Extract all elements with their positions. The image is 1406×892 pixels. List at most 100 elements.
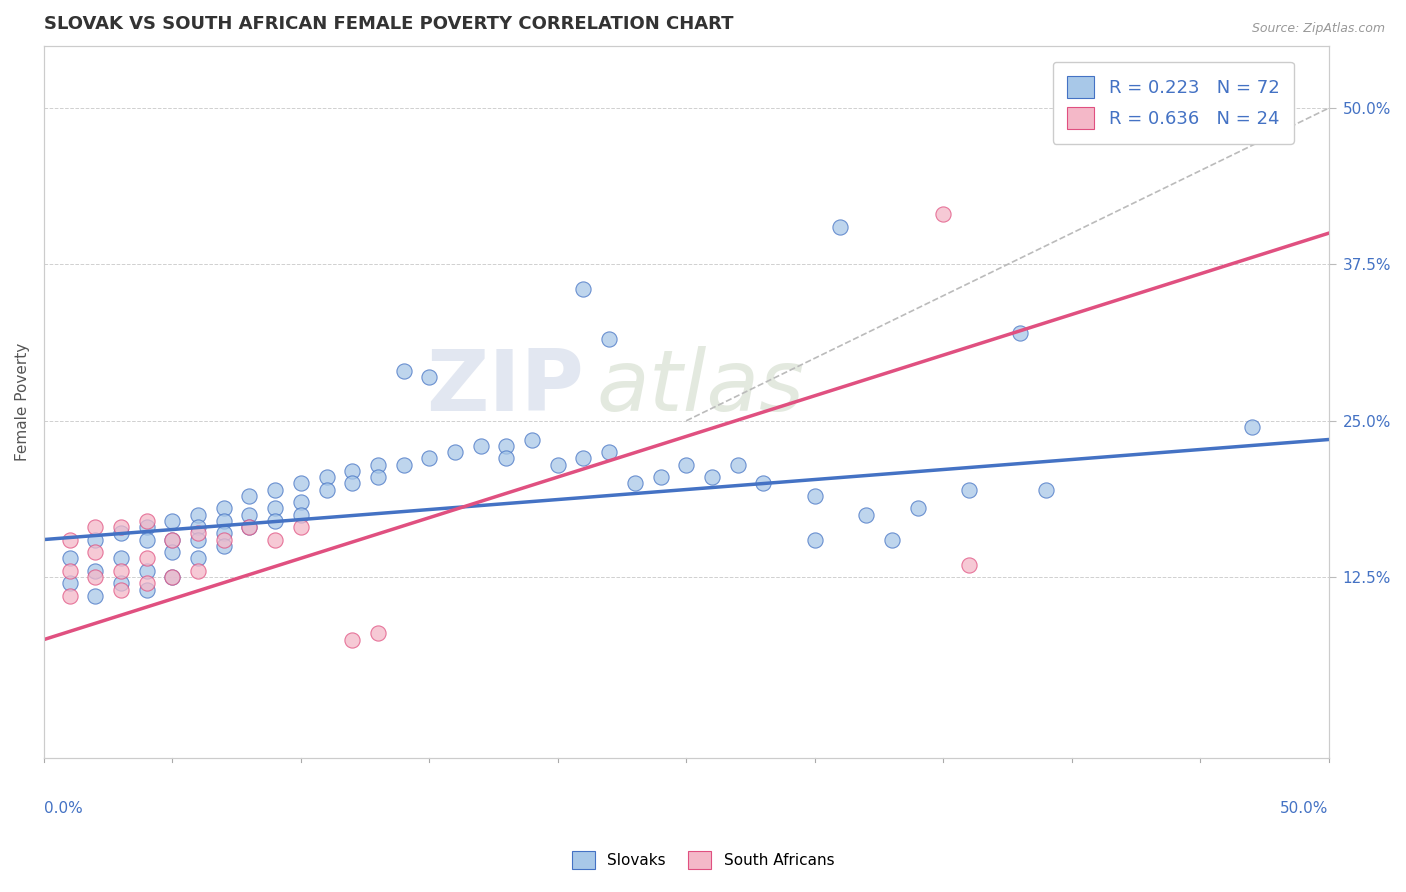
Point [58, 533, 80, 547]
Text: Source: ZipAtlas.com: Source: ZipAtlas.com [1251, 22, 1385, 36]
Point [315, 483, 337, 497]
Point [162, 545, 184, 559]
Point [880, 533, 903, 547]
Point [495, 439, 517, 453]
Point [110, 551, 132, 566]
Point [187, 526, 209, 541]
Point [675, 458, 697, 472]
Point [58, 564, 80, 578]
Point [238, 489, 260, 503]
Point [392, 458, 415, 472]
Text: 50.0%: 50.0% [1281, 801, 1329, 816]
Point [572, 283, 595, 297]
Point [855, 508, 877, 522]
Point [444, 445, 467, 459]
Point [495, 451, 517, 466]
Point [187, 564, 209, 578]
Point [84, 533, 107, 547]
Point [110, 582, 132, 597]
Point [598, 445, 620, 459]
Point [58, 576, 80, 591]
Point [212, 501, 235, 516]
Point [290, 495, 312, 509]
Point [624, 476, 647, 491]
Point [1010, 326, 1032, 341]
Point [367, 626, 389, 640]
Point [830, 219, 852, 234]
Point [162, 533, 184, 547]
Point [342, 632, 364, 647]
Legend: R = 0.223   N = 72, R = 0.636   N = 24: R = 0.223 N = 72, R = 0.636 N = 24 [1053, 62, 1294, 144]
Y-axis label: Female Poverty: Female Poverty [15, 343, 30, 461]
Point [572, 451, 595, 466]
Point [58, 551, 80, 566]
Point [470, 439, 492, 453]
Point [84, 545, 107, 559]
Point [84, 564, 107, 578]
Point [598, 333, 620, 347]
Point [84, 589, 107, 603]
Point [135, 514, 157, 528]
Point [110, 564, 132, 578]
Point [547, 458, 569, 472]
Point [110, 520, 132, 534]
Point [367, 458, 389, 472]
Point [264, 533, 287, 547]
Point [135, 576, 157, 591]
Point [803, 489, 825, 503]
Point [418, 370, 440, 384]
Point [135, 533, 157, 547]
Point [212, 533, 235, 547]
Point [110, 576, 132, 591]
Point [212, 539, 235, 553]
Point [187, 520, 209, 534]
Point [957, 483, 980, 497]
Point [803, 533, 825, 547]
Point [1240, 420, 1263, 434]
Point [907, 501, 929, 516]
Text: SLOVAK VS SOUTH AFRICAN FEMALE POVERTY CORRELATION CHART: SLOVAK VS SOUTH AFRICAN FEMALE POVERTY C… [44, 15, 734, 33]
Point [315, 470, 337, 484]
Point [238, 520, 260, 534]
Point [392, 364, 415, 378]
Point [135, 520, 157, 534]
Point [135, 551, 157, 566]
Point [290, 476, 312, 491]
Point [290, 520, 312, 534]
Point [110, 526, 132, 541]
Point [187, 551, 209, 566]
Point [187, 508, 209, 522]
Point [212, 514, 235, 528]
Point [650, 470, 672, 484]
Point [752, 476, 775, 491]
Point [700, 470, 723, 484]
Point [84, 570, 107, 584]
Text: atlas: atlas [596, 346, 804, 429]
Point [727, 458, 749, 472]
Point [238, 508, 260, 522]
Point [932, 207, 955, 221]
Point [264, 514, 287, 528]
Point [418, 451, 440, 466]
Point [290, 508, 312, 522]
Point [162, 514, 184, 528]
Text: 0.0%: 0.0% [44, 801, 83, 816]
Legend: Slovaks, South Africans: Slovaks, South Africans [565, 845, 841, 875]
Point [238, 520, 260, 534]
Point [264, 483, 287, 497]
Point [135, 564, 157, 578]
Point [135, 582, 157, 597]
Point [162, 570, 184, 584]
Point [367, 470, 389, 484]
Point [520, 433, 543, 447]
Point [1035, 483, 1057, 497]
Point [58, 589, 80, 603]
Point [957, 558, 980, 572]
Point [342, 464, 364, 478]
Point [342, 476, 364, 491]
Point [264, 501, 287, 516]
Point [162, 570, 184, 584]
Point [212, 526, 235, 541]
Point [187, 533, 209, 547]
Text: ZIP: ZIP [426, 346, 583, 429]
